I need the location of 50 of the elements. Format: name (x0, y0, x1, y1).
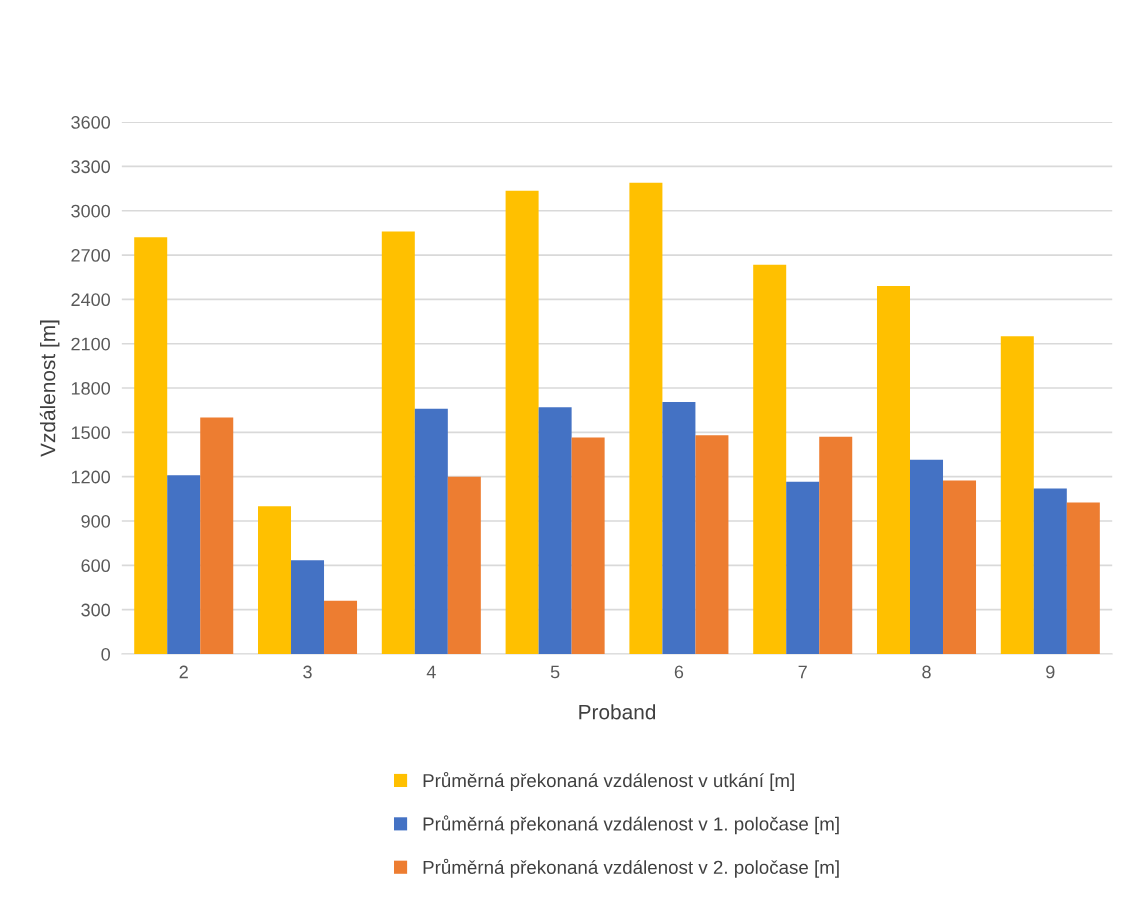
bar (629, 182, 663, 654)
bar (1033, 488, 1067, 654)
bar (447, 476, 481, 654)
y-tick-label: 300 (81, 603, 111, 617)
y-tick-label: 900 (81, 514, 111, 528)
y-tick-label: 3000 (71, 204, 111, 218)
y-tick-label: 0 (101, 647, 111, 661)
legend-label: Průměrná překonaná vzdálenost v 1. poločase [m] (423, 815, 839, 835)
bar (1066, 502, 1100, 654)
x-tick-label: 8 (922, 665, 931, 679)
bar (167, 475, 201, 654)
x-tick-label: 6 (674, 665, 684, 679)
bar (291, 560, 325, 654)
bar (819, 436, 853, 654)
y-tick-label: 1800 (71, 381, 111, 395)
x-tick-label: 9 (1046, 665, 1055, 679)
x-tick-label: 7 (798, 665, 807, 679)
bar (943, 480, 977, 654)
bar (505, 190, 539, 654)
x-tick-label: 4 (426, 665, 436, 679)
y-tick-label: 600 (81, 559, 111, 573)
x-tick-label: 3 (303, 665, 312, 679)
y-axis-title: Vzdálenost [m] (39, 320, 60, 457)
y-tick-label: 3600 (71, 116, 111, 129)
legend-label: Průměrná překonaná vzdálenost v utkání [m] (423, 771, 794, 791)
bar (571, 437, 605, 654)
y-tick-label: 2400 (71, 293, 111, 307)
legend-label: Průměrná překonaná vzdálenost v 2. poločase [m] (423, 858, 839, 878)
bar (910, 459, 944, 654)
bar (876, 286, 910, 654)
bar (324, 600, 358, 654)
bar (786, 481, 820, 654)
bar (662, 402, 696, 654)
y-tick-label: 2100 (71, 337, 111, 351)
x-tick-label: 5 (550, 665, 560, 679)
bar (134, 237, 168, 654)
x-axis-title: Proband (579, 704, 656, 720)
bar (538, 407, 572, 654)
bar (753, 264, 787, 654)
bar (1000, 336, 1034, 654)
bar (414, 408, 448, 654)
bar (695, 435, 729, 654)
x-tick-label: 2 (179, 665, 188, 679)
bar (200, 417, 234, 654)
bar (381, 231, 415, 654)
y-tick-label: 1500 (71, 426, 111, 440)
y-tick-label: 2700 (71, 249, 111, 262)
y-tick-label: 1200 (71, 470, 111, 484)
y-tick-label: 3300 (71, 160, 111, 174)
bar (258, 506, 292, 654)
